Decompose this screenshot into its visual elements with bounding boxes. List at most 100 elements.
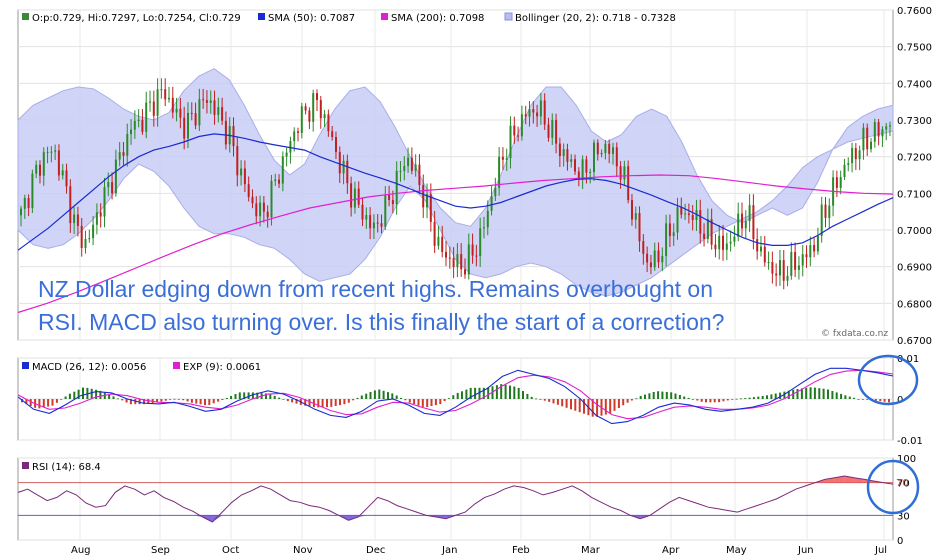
price-candle-body [236, 146, 239, 176]
price-candle-body [657, 250, 660, 263]
macd-hist-bar [827, 389, 829, 399]
price-candle-body [217, 107, 220, 115]
price-candle-body [335, 137, 337, 153]
macd-hist-bar [626, 399, 629, 403]
x-tick-label: Jun [797, 545, 814, 556]
price-candle-body [243, 168, 246, 185]
macd-hist-bar [408, 399, 411, 403]
price-candle-body [202, 99, 205, 101]
price-candle-body [99, 212, 102, 217]
macd-hist-bar [64, 396, 67, 399]
macd-hist-bar [687, 397, 690, 399]
macd-hist-bar [700, 399, 703, 402]
macd-hist-bar [691, 399, 694, 400]
price-candle-body [422, 185, 425, 208]
price-candle-body [612, 147, 614, 154]
price-candle-body [448, 257, 451, 259]
macd-hist-bar [591, 399, 594, 417]
price-candle-body [870, 141, 872, 150]
price-candle-body [479, 228, 482, 256]
macd-hist-bar [674, 393, 677, 399]
macd-hist-bar [413, 399, 416, 404]
macd-hist-bar [748, 397, 751, 399]
price-candle-body [285, 152, 288, 157]
price-candle-body [816, 235, 819, 252]
price-candle-body [851, 148, 854, 164]
macd-hist-bar [369, 392, 372, 399]
macd-hist-bar [722, 399, 725, 402]
macd-hist-bar [99, 390, 102, 399]
price-candle-body [490, 196, 493, 211]
macd-hist-bar [456, 392, 459, 399]
price-candle-body [20, 208, 22, 216]
price-candle-body [171, 97, 174, 113]
price-candle-body [524, 114, 527, 117]
price-candle-body [775, 273, 778, 276]
price-candle-body [570, 159, 573, 162]
macd-hist-bar [613, 399, 616, 411]
price-candle-body [183, 117, 186, 139]
price-candle-body [54, 150, 57, 152]
price-candle-body [437, 236, 440, 246]
price-candle-body [858, 150, 861, 160]
price-candle-body [532, 109, 535, 113]
price-candle-body [593, 142, 595, 172]
price-candle-body [631, 200, 633, 220]
price-candle-body [429, 194, 432, 222]
price-candle-body [380, 223, 383, 227]
price-candle-body [797, 265, 800, 270]
x-tick-label: Oct [222, 545, 239, 556]
macd-hist-bar [500, 384, 503, 399]
macd-hist-bar [448, 398, 450, 399]
price-candle-body [133, 120, 136, 130]
price-candle-body [866, 127, 869, 150]
macd-hist-bar [400, 397, 402, 399]
price-candles [20, 78, 891, 290]
macd-hist-bar [373, 390, 376, 399]
price-candle-body [756, 239, 759, 252]
price-candle-body [251, 196, 254, 204]
macd-hist-bar [60, 399, 63, 400]
macd-hist-bar [617, 399, 620, 408]
price-legend: O:p:0.729, Hi:0.7297, Lo:0.7254, Cl:0.72… [22, 12, 676, 24]
price-candle-body [376, 222, 379, 224]
price-candle-body [539, 100, 542, 117]
macd-hist-bar [156, 399, 159, 403]
macd-hist-bar [273, 395, 276, 399]
price-candle-body [456, 254, 459, 268]
macd-hist-bar [539, 399, 542, 400]
macd-histogram [21, 384, 890, 417]
price-candle-body [801, 254, 804, 266]
macd-hist-bar [452, 395, 455, 399]
price-candle-body [760, 246, 762, 252]
price-y-ticks: 0.7600 0.7500 0.7400 0.7300 0.7200 0.7100 0.70… [897, 6, 932, 347]
price-candle-body [327, 114, 330, 132]
macd-hist-bar [430, 399, 433, 406]
price-candle-body [84, 239, 87, 248]
price-candle-body [668, 223, 671, 237]
price-candle-body [338, 152, 341, 174]
macd-hist-bar [604, 399, 607, 415]
price-candle-body [752, 205, 755, 240]
macd-hist-bar [848, 396, 851, 399]
price-candle-body [691, 215, 694, 220]
price-candle-body [27, 198, 30, 209]
price-candle-body [88, 238, 91, 240]
price-candle-body [152, 101, 155, 116]
macd-hist-bar [461, 391, 463, 399]
macd-hist-bar [752, 397, 755, 399]
rsi-y-tick: 30 [897, 511, 910, 522]
price-candle-body [92, 224, 95, 239]
price-candle-body [782, 260, 785, 281]
macd-hist-bar [543, 399, 546, 401]
price-candle-body [885, 126, 888, 130]
price-candle-body [247, 184, 250, 197]
price-candle-body [80, 225, 83, 248]
macd-lines [17, 367, 894, 425]
macd-hist-bar [247, 392, 250, 399]
macd-hist-bar [238, 392, 241, 399]
macd-hist-bar [731, 399, 734, 400]
price-candle-body [475, 255, 478, 257]
macd-hist-bar [251, 392, 254, 399]
price-candle-body [460, 254, 463, 270]
